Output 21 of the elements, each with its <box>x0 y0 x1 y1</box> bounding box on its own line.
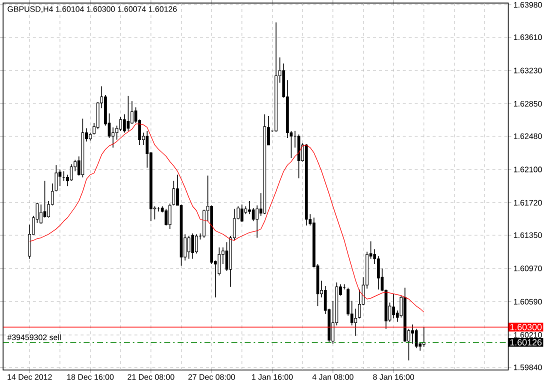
candlestick <box>40 204 42 224</box>
candlestick <box>164 208 168 226</box>
text: 1.60126 <box>510 339 542 346</box>
candlestick <box>392 293 396 319</box>
candlestick <box>187 236 190 260</box>
candlestick <box>126 96 130 132</box>
candlestick <box>252 208 255 222</box>
ref-line-label: 1.60300 <box>510 324 542 330</box>
candlestick <box>195 234 198 254</box>
candlestick <box>376 256 380 290</box>
candlestick <box>240 204 244 222</box>
candlestick <box>354 308 358 336</box>
candlestick <box>119 116 122 132</box>
candlestick <box>414 328 418 349</box>
candlestick <box>58 169 62 187</box>
candlestick <box>191 233 194 260</box>
candlestick <box>122 114 126 134</box>
candlestick <box>411 324 414 344</box>
candlestick <box>256 205 259 238</box>
candlestick <box>130 100 134 124</box>
candlestick <box>70 164 73 182</box>
